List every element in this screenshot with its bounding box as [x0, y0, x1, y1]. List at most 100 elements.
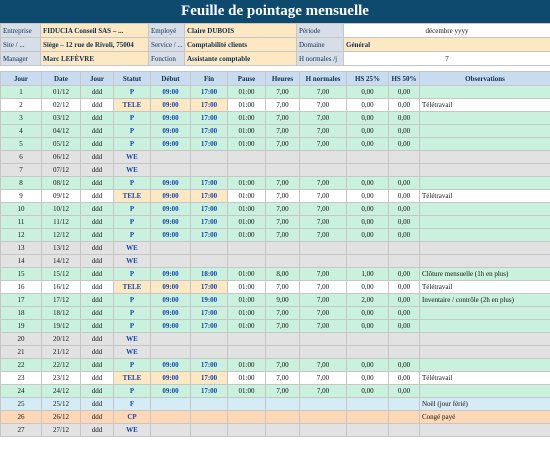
start-time-cell[interactable]	[150, 345, 191, 359]
status-cell[interactable]: WE	[113, 332, 151, 346]
normal-hours-cell[interactable]	[299, 332, 347, 346]
weekday-cell[interactable]: ddd	[80, 345, 114, 359]
observations-cell[interactable]	[419, 423, 550, 437]
day-number[interactable]: 27	[0, 423, 42, 437]
weekday-cell[interactable]: ddd	[80, 267, 114, 281]
day-number[interactable]: 10	[0, 202, 42, 216]
weekday-cell[interactable]: ddd	[80, 189, 114, 203]
normal-hours-cell[interactable]	[299, 345, 347, 359]
hours-cell[interactable]: 7,00	[265, 306, 300, 320]
pause-cell[interactable]	[227, 150, 266, 164]
end-time-cell[interactable]	[190, 254, 228, 268]
pause-cell[interactable]	[227, 345, 266, 359]
weekday-cell[interactable]: ddd	[80, 228, 114, 242]
status-cell[interactable]: P	[113, 306, 151, 320]
day-number[interactable]: 15	[0, 267, 42, 281]
normal-hours-cell[interactable]: 7,00	[299, 215, 347, 229]
normal-hours-cell[interactable]: 7,00	[299, 384, 347, 398]
start-time-cell[interactable]: 09:00	[150, 293, 191, 307]
status-cell[interactable]: P	[113, 176, 151, 190]
end-time-cell[interactable]	[190, 410, 228, 424]
hours-cell[interactable]: 8,00	[265, 267, 300, 281]
start-time-cell[interactable]	[150, 397, 191, 411]
hours-cell[interactable]: 7,00	[265, 85, 300, 99]
date-cell[interactable]: 22/12	[41, 358, 81, 372]
hours-cell[interactable]: 9,00	[265, 293, 300, 307]
weekday-cell[interactable]: ddd	[80, 332, 114, 346]
pause-cell[interactable]: 01:00	[227, 111, 266, 125]
normal-hours-cell[interactable]	[299, 397, 347, 411]
weekday-cell[interactable]: ddd	[80, 241, 114, 255]
status-cell[interactable]: P	[113, 137, 151, 151]
overtime25-cell[interactable]	[346, 410, 389, 424]
end-time-cell[interactable]: 17:00	[190, 319, 228, 333]
overtime50-cell[interactable]: 0,00	[388, 319, 420, 333]
status-cell[interactable]: WE	[113, 163, 151, 177]
pause-cell[interactable]: 01:00	[227, 137, 266, 151]
normal-hours-cell[interactable]: 7,00	[299, 319, 347, 333]
col-header-hs25[interactable]: HS 25%	[346, 71, 389, 86]
observations-cell[interactable]	[419, 202, 550, 216]
periode-value[interactable]: décembre yyyy	[343, 23, 550, 38]
overtime50-cell[interactable]	[388, 410, 420, 424]
overtime25-cell[interactable]: 0,00	[346, 306, 389, 320]
start-time-cell[interactable]: 09:00	[150, 358, 191, 372]
weekday-cell[interactable]: ddd	[80, 254, 114, 268]
pause-cell[interactable]: 01:00	[227, 293, 266, 307]
pause-cell[interactable]: 01:00	[227, 176, 266, 190]
status-cell[interactable]: P	[113, 293, 151, 307]
overtime50-cell[interactable]: 0,00	[388, 98, 420, 112]
weekday-cell[interactable]: ddd	[80, 202, 114, 216]
start-time-cell[interactable]: 09:00	[150, 371, 191, 385]
overtime50-cell[interactable]: 0,00	[388, 85, 420, 99]
pause-cell[interactable]: 01:00	[227, 189, 266, 203]
hours-cell[interactable]: 7,00	[265, 215, 300, 229]
status-cell[interactable]: P	[113, 228, 151, 242]
day-number[interactable]: 16	[0, 280, 42, 294]
observations-cell[interactable]	[419, 241, 550, 255]
fonction-value[interactable]: Assistante comptable	[184, 51, 297, 66]
pause-cell[interactable]: 01:00	[227, 215, 266, 229]
overtime25-cell[interactable]	[346, 241, 389, 255]
hours-cell[interactable]: 7,00	[265, 111, 300, 125]
start-time-cell[interactable]: 09:00	[150, 124, 191, 138]
status-cell[interactable]: P	[113, 384, 151, 398]
observations-cell[interactable]: Congé payé	[419, 410, 550, 424]
day-number[interactable]: 12	[0, 228, 42, 242]
pause-cell[interactable]: 01:00	[227, 306, 266, 320]
start-time-cell[interactable]	[150, 423, 191, 437]
weekday-cell[interactable]: ddd	[80, 280, 114, 294]
end-time-cell[interactable]: 17:00	[190, 358, 228, 372]
end-time-cell[interactable]: 17:00	[190, 85, 228, 99]
overtime25-cell[interactable]	[346, 423, 389, 437]
weekday-cell[interactable]: ddd	[80, 137, 114, 151]
hours-cell[interactable]	[265, 423, 300, 437]
status-cell[interactable]: P	[113, 124, 151, 138]
end-time-cell[interactable]: 17:00	[190, 306, 228, 320]
overtime50-cell[interactable]: 0,00	[388, 293, 420, 307]
start-time-cell[interactable]	[150, 254, 191, 268]
weekday-cell[interactable]: ddd	[80, 293, 114, 307]
overtime50-cell[interactable]: 0,00	[388, 280, 420, 294]
pause-cell[interactable]	[227, 254, 266, 268]
pause-cell[interactable]: 01:00	[227, 319, 266, 333]
overtime25-cell[interactable]: 0,00	[346, 111, 389, 125]
normal-hours-cell[interactable]: 7,00	[299, 124, 347, 138]
observations-cell[interactable]	[419, 150, 550, 164]
start-time-cell[interactable]: 09:00	[150, 306, 191, 320]
start-time-cell[interactable]: 09:00	[150, 137, 191, 151]
start-time-cell[interactable]: 09:00	[150, 319, 191, 333]
observations-cell[interactable]	[419, 111, 550, 125]
hours-cell[interactable]	[265, 397, 300, 411]
status-cell[interactable]: WE	[113, 423, 151, 437]
observations-cell[interactable]	[419, 215, 550, 229]
domaine-value[interactable]: Général	[343, 37, 550, 52]
observations-cell[interactable]	[419, 137, 550, 151]
observations-cell[interactable]: Télétravail	[419, 98, 550, 112]
hours-cell[interactable]	[265, 150, 300, 164]
date-cell[interactable]: 09/12	[41, 189, 81, 203]
status-cell[interactable]: TELE	[113, 189, 151, 203]
day-number[interactable]: 4	[0, 124, 42, 138]
end-time-cell[interactable]: 17:00	[190, 137, 228, 151]
overtime25-cell[interactable]: 0,00	[346, 124, 389, 138]
